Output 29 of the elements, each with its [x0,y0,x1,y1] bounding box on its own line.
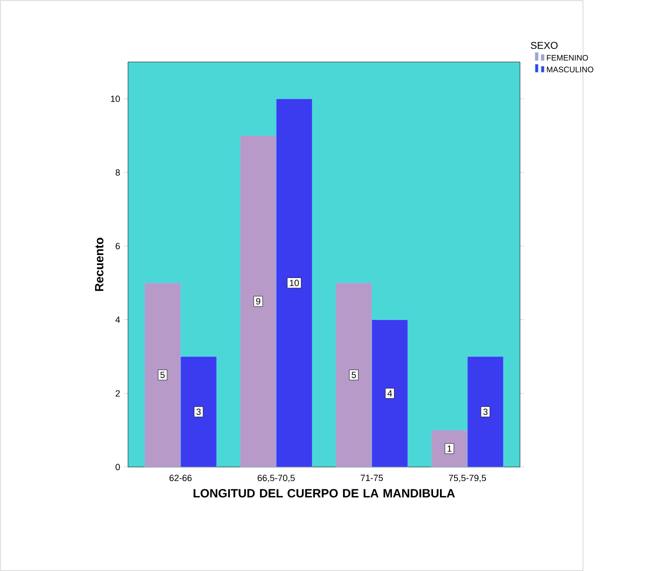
bar [336,282,372,467]
bar [180,356,217,467]
x-tick-label: 66,5-70,5 [258,474,295,482]
x-axis-title: LONGITUD DEL CUERPO DE LA MANDIBULA [194,489,455,498]
bar [467,356,504,467]
y-tick-label: 10 [110,96,120,102]
bar [276,98,312,467]
x-tick-label: 62-66 [170,474,192,482]
y-tick-label: 0 [116,464,120,470]
y-tick-label: 4 [115,316,120,323]
data-label: 10 [290,280,299,286]
data-label: 3 [196,408,201,415]
bar [240,135,276,467]
bar [431,430,468,467]
y-tick-label: 2 [116,390,120,396]
y-tick-label: 6 [116,242,120,250]
data-label: 9 [256,298,260,304]
x-tick-label: 71-75 [360,474,383,482]
bar [144,282,181,467]
bar [372,320,408,467]
x-tick-label: 75,5-79,5 [448,474,486,482]
data-label: 5 [160,372,165,378]
data-label: 5 [352,372,356,378]
data-label: 1 [448,446,452,452]
legend-title: SEXO [530,42,558,49]
y-tick-label: 8 [116,169,120,176]
data-label: 3 [483,408,488,415]
data-label: 4 [388,390,392,396]
y-axis-title: Recuento [95,238,104,291]
